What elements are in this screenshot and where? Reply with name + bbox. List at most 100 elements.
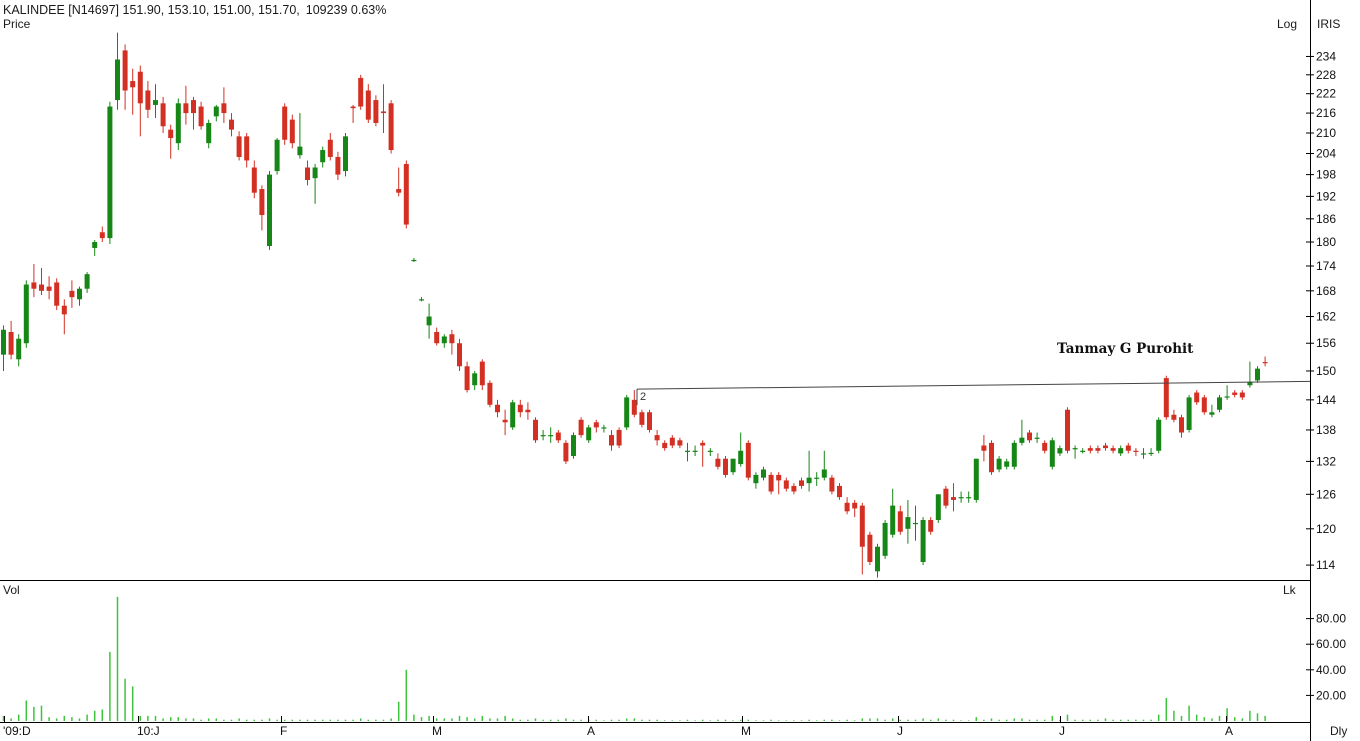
candle-body (244, 136, 250, 161)
volume-unit-label: Lk (1283, 583, 1296, 597)
candle-body (1095, 448, 1101, 451)
candle-body (457, 343, 462, 367)
candle-body (791, 485, 797, 492)
candle-body (153, 100, 158, 105)
x-axis-label: M (741, 724, 751, 738)
candle-body (525, 409, 531, 413)
candle-body (137, 71, 143, 104)
x-axis-label: A (587, 724, 595, 738)
volume-tick-label: 20.00 (1316, 688, 1346, 702)
candle-body (1171, 414, 1177, 420)
candle-body (84, 274, 90, 289)
candle-body (1255, 368, 1260, 381)
candle-body (350, 106, 356, 109)
price-tick-label: 186 (1316, 212, 1336, 226)
candle-body (236, 136, 242, 157)
price-tick-label: 114 (1316, 558, 1335, 572)
candle-body (768, 474, 774, 492)
price-tick-label: 210 (1316, 126, 1336, 140)
candle-body (875, 546, 880, 572)
candle-body (935, 494, 941, 521)
trendline[interactable] (636, 380, 1311, 390)
x-axis-label: J (1059, 724, 1065, 738)
candle-body (776, 474, 782, 481)
candle-body (267, 174, 272, 246)
candle-body (578, 419, 584, 436)
price-tick-label: 192 (1316, 189, 1336, 203)
candle-body (510, 402, 516, 428)
price-tick-label: 150 (1316, 364, 1336, 378)
price-tick-label: 180 (1316, 235, 1336, 249)
candle-body (1103, 445, 1108, 449)
candle-body (1072, 448, 1078, 450)
candle-body (662, 442, 668, 449)
candle-body (1148, 452, 1154, 455)
candle-body (852, 502, 858, 509)
candle-body (609, 435, 614, 446)
price-tick-label: 120 (1316, 522, 1336, 536)
candle-body (1065, 409, 1070, 451)
candle-body (859, 505, 865, 547)
log-scale-label[interactable]: Log (1277, 17, 1298, 31)
candle-body (821, 469, 827, 478)
candle-body (46, 286, 52, 291)
candle-body (320, 150, 326, 163)
x-axis-label: 10:J (137, 724, 160, 738)
candle-body (1080, 450, 1086, 452)
candle-body (99, 232, 105, 239)
candle-body (1239, 392, 1245, 398)
candle-body (806, 477, 812, 484)
price-tick-label: 162 (1316, 310, 1336, 324)
candle-body (381, 111, 386, 114)
candle-body (958, 497, 964, 499)
price-pane-label: Price (3, 17, 31, 31)
candle-body (54, 282, 60, 306)
candle-body (624, 397, 630, 428)
price-tick-label: 198 (1316, 168, 1336, 182)
candle-body (1133, 450, 1139, 452)
candle-body (951, 497, 956, 500)
candle-body (1209, 412, 1215, 415)
candle-body (1247, 381, 1253, 386)
candle-body (669, 437, 675, 446)
candle-body (745, 442, 751, 478)
candle-body (305, 167, 310, 180)
candle-body (1027, 432, 1032, 441)
volume-change-text: 109239 0.63% (305, 3, 387, 17)
candle-body (495, 404, 500, 413)
candle-body (426, 316, 432, 326)
candle-body (920, 520, 926, 562)
candle-body (928, 520, 934, 532)
candle-body (1201, 397, 1207, 413)
candle-body (274, 139, 280, 172)
candle-body (449, 334, 455, 344)
candle-body (472, 373, 478, 386)
candle-body (213, 106, 219, 117)
candle-body (601, 427, 607, 429)
candle-body (715, 458, 721, 467)
candle-body (77, 288, 82, 300)
volume-tick-label: 40.00 (1316, 663, 1346, 677)
candle-body (692, 450, 698, 452)
volume-tick-label: 60.00 (1316, 637, 1346, 651)
price-tick-label: 138 (1316, 423, 1336, 437)
candle-body (1087, 448, 1093, 451)
candle-body (540, 435, 546, 437)
candle-body (730, 458, 736, 473)
candle-body (616, 429, 622, 446)
candle-body (419, 299, 424, 301)
periodicity-label[interactable]: Dly (1330, 724, 1348, 738)
quote-header: KALINDEE [N14697] 151.90, 153.10, 151.00… (3, 3, 386, 17)
candle-body (61, 305, 67, 315)
x-axis-label: M (432, 724, 442, 738)
candle-body (297, 146, 303, 156)
candle-body (685, 450, 690, 452)
candle-body (639, 412, 645, 425)
candle-body (1049, 440, 1055, 467)
candle-body (1011, 442, 1017, 467)
candle-body (723, 458, 728, 475)
candle-body (1057, 448, 1063, 454)
candle-body (593, 422, 599, 428)
